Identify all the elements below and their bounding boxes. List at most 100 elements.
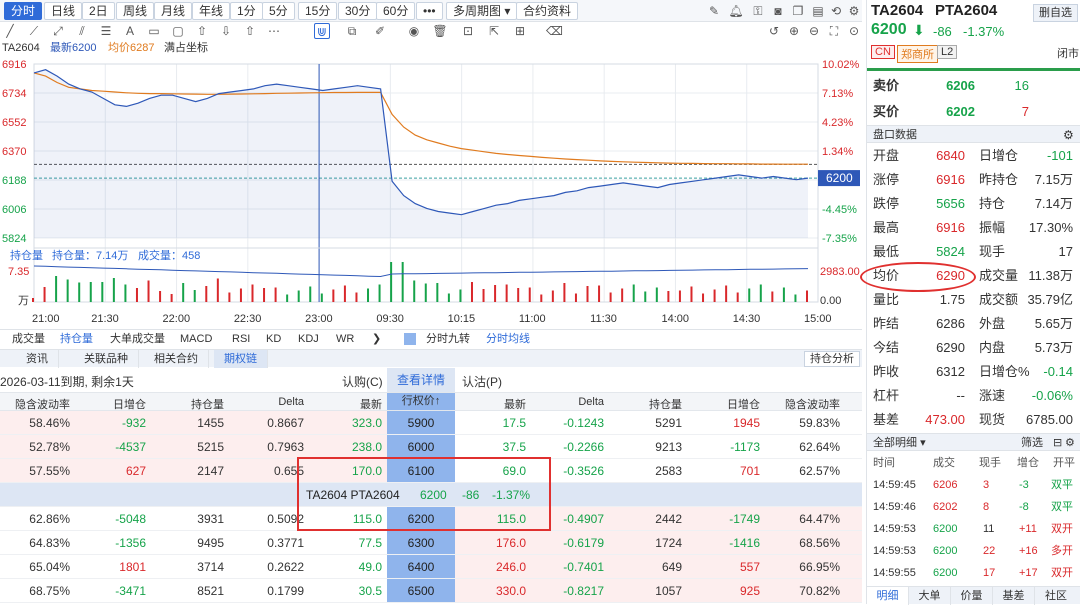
header-oi-put[interactable]: 持仓量 xyxy=(649,399,682,411)
period-yearly-button[interactable]: 年线 xyxy=(192,2,231,20)
coord-label[interactable]: 满占坐标 xyxy=(164,42,208,54)
toggle-icon[interactable] xyxy=(404,333,416,345)
camera-icon[interactable]: ◙ xyxy=(774,4,782,18)
ind-macd[interactable]: MACD xyxy=(180,333,213,345)
magnet-icon[interactable]: ⋓ xyxy=(314,23,330,39)
option-row[interactable]: 64.83% -1356 9495 0.3771 77.5 6300 176.0 -0.617… xyxy=(0,531,862,555)
ind-rsi[interactable]: RSI xyxy=(232,333,251,345)
period-30min-button[interactable]: 30分 xyxy=(338,2,378,20)
fullscreen-icon[interactable]: ⛶ xyxy=(829,24,839,38)
pencil-icon[interactable]: ✐ xyxy=(374,24,386,38)
reset-icon[interactable]: ↺ xyxy=(768,24,780,38)
option-row[interactable]: 65.04% 1801 3714 0.2622 49.0 6400 246.0 -0.7401… xyxy=(0,555,862,579)
time-opt-nine[interactable]: 分时九转 xyxy=(426,333,470,345)
gear-icon-2[interactable]: ⚙ xyxy=(1065,437,1075,449)
option-row[interactable]: 68.75% -3471 8521 0.1799 30.5 6500 330.0 -0.821… xyxy=(0,579,862,603)
grid-icon[interactable]: ⊞ xyxy=(514,24,526,38)
period-5min-button[interactable]: 5分 xyxy=(262,2,295,20)
ind-kd[interactable]: KD xyxy=(266,333,282,345)
filter-icon[interactable]: ⊟ xyxy=(1053,437,1063,449)
bell-icon[interactable]: 🔔︎ xyxy=(728,4,744,18)
header-strike[interactable]: 行权价↑ xyxy=(387,393,455,410)
draw-segment-icon[interactable]: ⟋ xyxy=(29,24,39,38)
contract-info-button[interactable]: 合约资料 xyxy=(516,2,579,20)
header-delta-put[interactable]: Delta xyxy=(578,396,604,408)
holding-analysis-button[interactable]: 持仓分析 xyxy=(804,351,860,367)
draw-note-icon[interactable]: ▭ xyxy=(148,24,160,38)
zoom-in-icon[interactable]: ⊕ xyxy=(788,24,800,38)
option-cell: 49.0 xyxy=(358,560,382,574)
header-oi-call[interactable]: 持仓量 xyxy=(191,399,224,411)
period-1min-button[interactable]: 1分 xyxy=(230,2,263,20)
lock-icon[interactable]: ⚿ xyxy=(753,4,763,18)
ind-bigorder[interactable]: 大单成交量 xyxy=(110,333,165,345)
detail-title[interactable]: 全部明细 xyxy=(873,437,917,449)
caret-down-icon[interactable]: ▾ xyxy=(920,437,926,449)
draw-ray-icon[interactable]: ⤢ xyxy=(53,24,63,38)
draw-text-icon[interactable]: A xyxy=(125,24,134,38)
gear-icon[interactable]: ⚙ xyxy=(1063,128,1074,142)
draw-more-icon[interactable]: ⋯ xyxy=(268,24,280,38)
period-daily-button[interactable]: 日线 xyxy=(44,2,83,20)
eraser-icon[interactable]: ⌫ xyxy=(546,24,563,38)
option-row[interactable]: 58.46% -932 1455 0.8667 323.0 5900 17.5 -0.1243… xyxy=(0,411,862,435)
header-chg-oi-call[interactable]: 日增仓 xyxy=(113,399,146,411)
draw-arrow-icon[interactable]: ⇧ xyxy=(244,24,256,38)
tab-big-order[interactable]: 大单 xyxy=(909,587,951,605)
tab-news[interactable]: 资讯 xyxy=(16,350,59,368)
l2-tag[interactable]: L2 xyxy=(937,45,958,59)
save-icon[interactable]: ▤ xyxy=(812,4,824,18)
period-2day-button[interactable]: 2日 xyxy=(82,2,115,20)
copy-icon[interactable]: ❐ xyxy=(792,4,804,18)
period-monthly-button[interactable]: 月线 xyxy=(154,2,193,20)
ind-oi[interactable]: 持仓量 xyxy=(60,333,93,345)
time-opt-avg[interactable]: 分时均线 xyxy=(486,333,530,345)
ind-wr[interactable]: WR xyxy=(336,333,355,345)
ind-volume[interactable]: 成交量 xyxy=(12,333,45,345)
option-row[interactable]: 52.78% -4537 5215 0.7963 238.0 6000 37.5 -0.226… xyxy=(0,435,862,459)
tab-detail[interactable]: 明细 xyxy=(867,587,909,605)
multi-period-button[interactable]: 多周期图 ▾ xyxy=(446,2,518,20)
tab-related-varieties[interactable]: 关联品种 xyxy=(74,350,139,368)
period-15min-button[interactable]: 15分 xyxy=(298,2,338,20)
period-60min-button[interactable]: 60分 xyxy=(376,2,416,20)
draw-arrow-up-icon[interactable]: ⇧ xyxy=(196,24,208,38)
remove-watchlist-button[interactable]: 删自选 xyxy=(1033,4,1078,22)
layers-icon[interactable]: ⧉ xyxy=(347,24,357,38)
tab-basis[interactable]: 基差 xyxy=(993,587,1035,605)
undo-icon[interactable]: ⟲ xyxy=(830,4,842,18)
option-row[interactable]: 57.55% 627 2147 0.655 170.0 6100 69.0 -0.3526 25… xyxy=(0,459,862,483)
header-iv-call[interactable]: 隐含波动率 xyxy=(15,399,70,411)
header-last-put[interactable]: 最新 xyxy=(504,399,526,411)
eye-icon[interactable]: ◉ xyxy=(408,24,420,38)
lock-drawing-icon[interactable]: ⊡ xyxy=(462,24,474,38)
ind-kdj[interactable]: KDJ xyxy=(298,333,319,345)
tab-price-volume[interactable]: 价量 xyxy=(951,587,993,605)
settings-icon[interactable]: ⚙ xyxy=(848,4,860,18)
tab-related-contracts[interactable]: 相关合约 xyxy=(144,350,209,368)
option-row[interactable]: 62.86% -5048 3931 0.5092 115.0 6200 115.0 -0.49… xyxy=(0,507,862,531)
period-intraday-button[interactable]: 分时 xyxy=(4,2,43,20)
draw-rect-icon[interactable]: ▢ xyxy=(172,24,184,38)
draw-line-icon[interactable]: ╱ xyxy=(6,24,14,38)
more-periods-button[interactable]: ••• xyxy=(416,2,443,20)
share-icon[interactable]: ⇱ xyxy=(488,24,500,38)
period-weekly-button[interactable]: 周线 xyxy=(116,2,155,20)
intraday-chart[interactable]: 6916 6734 6552 6370 6188 6006 5824 10.02% 7.13% 4… xyxy=(0,56,862,326)
draw-fib-icon[interactable]: ☰ xyxy=(100,24,112,38)
draw-arrow-down-icon[interactable]: ⇩ xyxy=(220,24,232,38)
edit-icon[interactable]: ✎ xyxy=(708,4,720,18)
zoom-out-icon[interactable]: ⊖ xyxy=(808,24,820,38)
header-last-call[interactable]: 最新 xyxy=(360,399,382,411)
tab-community[interactable]: 社区 xyxy=(1045,590,1067,602)
trash-icon[interactable]: 🗑︎ xyxy=(432,24,448,38)
header-iv-put[interactable]: 隐含波动率 xyxy=(785,399,840,411)
view-detail-button[interactable]: 查看详情 xyxy=(387,368,455,392)
chevron-right-icon[interactable]: ❯ xyxy=(372,333,382,345)
more-options-icon[interactable]: ⊙ xyxy=(848,24,860,38)
draw-channel-icon[interactable]: ⫽ xyxy=(79,24,85,38)
filter-label[interactable]: 筛选 xyxy=(1021,437,1043,449)
tab-option-chain[interactable]: 期权链 xyxy=(214,350,268,368)
header-delta-call[interactable]: Delta xyxy=(278,396,304,408)
header-chg-oi-put[interactable]: 日增仓 xyxy=(727,399,760,411)
